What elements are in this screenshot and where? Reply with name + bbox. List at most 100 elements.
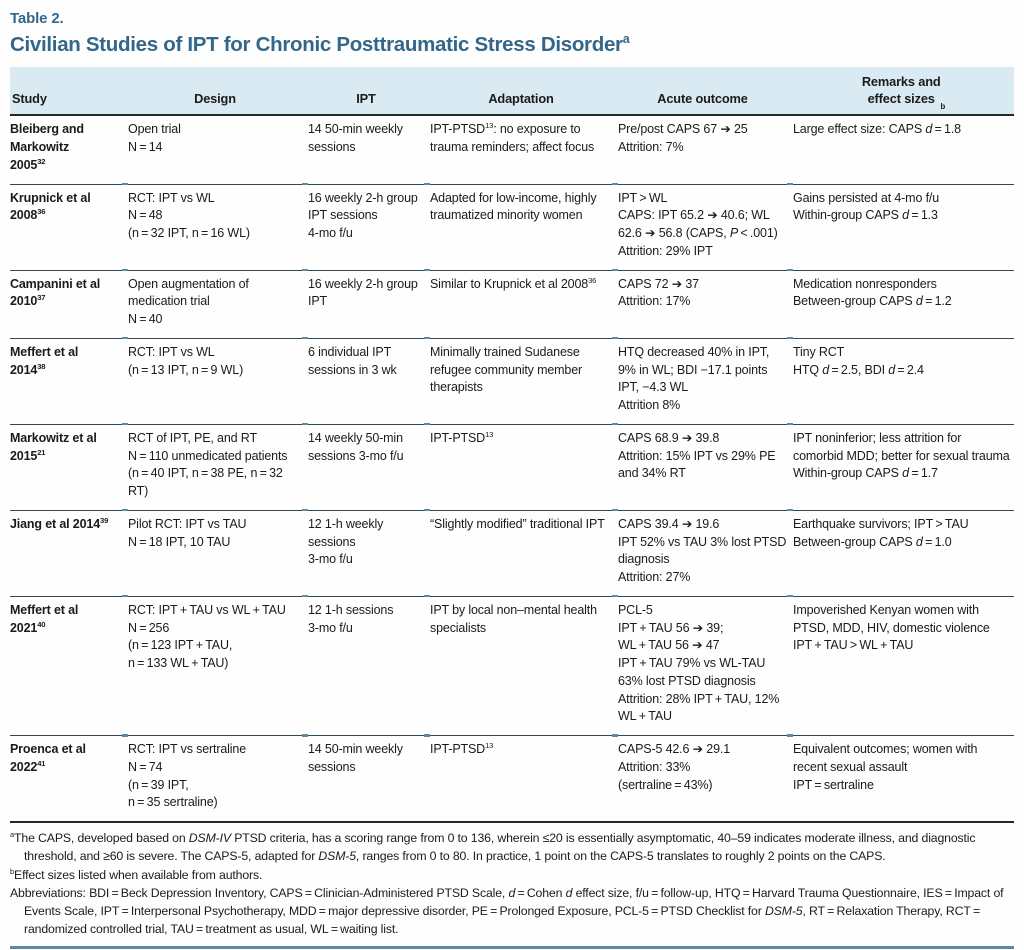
cell-line: RCT of IPT, PE, and RT — [128, 430, 257, 445]
cell-line: (n = 32 IPT, n = 16 WL) — [128, 226, 250, 240]
cell-line: Open trial — [128, 122, 181, 137]
cell-line: Attrition: 29% IPT — [618, 243, 713, 258]
cell-line: Open augmentation of medication trial — [128, 276, 249, 309]
cell-line: 3-mo f/u — [308, 552, 353, 567]
cell-line: Equivalent outcomes; women with recent s… — [793, 742, 978, 774]
ipt-cell: 14 weekly 50-min sessions 3-mo f/u — [302, 422, 424, 510]
study-cell: Bleiberg and Markowitz 200532 — [10, 116, 122, 183]
cell-line: IPT + TAU 79% vs WL-TAU 63% lost PTSD di… — [618, 656, 766, 688]
bottom-rule — [10, 945, 1014, 950]
cell-line: Proenca et al — [10, 742, 86, 756]
acute-outcome-cell: HTQ decreased 40% in IPT, 9% in WL; BDI … — [612, 336, 787, 424]
study-cell: Meffert et al 201438 — [10, 339, 122, 424]
footnotes: aThe CAPS, developed based on DSM-IV PTS… — [10, 830, 1014, 939]
cell-line: 14 50-min weekly sessions — [308, 122, 403, 154]
remarks-cell: Tiny RCT HTQ d = 2.5, BDI d = 2.4 — [787, 336, 1014, 424]
cell-line: HTQ decreased 40% in IPT, 9% in WL; BDI … — [618, 344, 770, 395]
cell-line: CAPS 39.4 ➔ 19.6 — [618, 516, 720, 531]
cell-line: Markowitz — [10, 140, 70, 154]
cell-line: IPT by local non–mental health specialis… — [430, 602, 597, 635]
adaptation-cell: IPT-PTSD13 — [424, 422, 612, 510]
acute-outcome-cell: PCL-5 IPT + TAU 56 ➔ 39; WL + TAU 56 ➔ 47 I… — [612, 594, 787, 735]
acute-outcome-cell: IPT > WL CAPS: IPT 65.2 ➔ 40.6; WL 62.6 ➔… — [612, 182, 787, 270]
study-cell: Meffert et al 202140 — [10, 597, 122, 735]
cell-line: IPT = sertraline — [793, 777, 874, 792]
table-row: Proenca et al 202241 RCT: IPT vs sertrali… — [10, 734, 1014, 821]
cell-line: Attrition 8% — [618, 398, 681, 412]
table-label: Table 2. — [10, 10, 64, 27]
cell-line: N = 74 — [128, 759, 163, 774]
cell-line: Meffert et al — [10, 602, 79, 617]
cell-line: 12 1-h weekly sessions — [308, 516, 384, 549]
cell-line: (n = 123 IPT + TAU, — [128, 638, 233, 653]
design-cell: Open augmentation of medication trial N =… — [122, 268, 302, 338]
cell-line: 16 weekly 2-h group IPT — [308, 276, 418, 309]
cell-line: Earthquake survivors; IPT > TAU — [793, 516, 969, 531]
acute-outcome-cell: CAPS 72 ➔ 37 Attrition: 17% — [612, 268, 787, 338]
cell-line: 16 weekly 2-h group IPT sessions — [308, 190, 418, 223]
cell-line: IPT > WL — [618, 190, 668, 205]
adaptation-cell: Similar to Krupnick et al 200836 — [424, 268, 612, 338]
cell-line: Pre/post CAPS 67 ➔ 25 — [618, 122, 748, 137]
footnote-b: bEffect sizes listed when available from… — [10, 866, 263, 882]
cell-line: 14 50-min weekly sessions — [308, 742, 403, 774]
cell-line: 201438 — [10, 361, 46, 377]
adaptation-cell: Minimally trained Sudanese refugee commu… — [424, 336, 612, 424]
column-header-study: Study — [12, 90, 47, 106]
acute-outcome-cell: CAPS-5 42.6 ➔ 29.1 Attrition: 33% (sertral… — [612, 734, 787, 821]
cell-line: Within-group CAPS d = 1.3 — [793, 208, 938, 223]
design-cell: Pilot RCT: IPT vs TAU N = 18 IPT, 10 TAU — [122, 508, 302, 596]
cell-line: 201521 — [10, 447, 46, 463]
ipt-cell: 16 weekly 2-h group IPT — [302, 268, 424, 338]
cell-line: Tiny RCT — [793, 344, 845, 359]
remarks-cell: Earthquake survivors; IPT > TAU Between-g… — [787, 508, 1014, 596]
cell-line: IPT + TAU > WL + TAU — [793, 638, 914, 653]
column-header-remarks: Remarks and effect sizes b — [861, 74, 946, 112]
cell-line: 200532 — [10, 156, 46, 172]
cell-line: Attrition: 7% — [618, 140, 684, 154]
cell-line: 202140 — [10, 619, 46, 635]
table-row: Bleiberg and Markowitz 200532 Open trial N … — [10, 116, 1014, 183]
study-cell: Krupnick et al 200836 — [10, 185, 122, 270]
cell-line: N = 110 unmedicated patients — [128, 448, 288, 463]
cell-line: Markowitz et al — [10, 430, 97, 445]
adaptation-cell: IPT-PTSD13: no exposure to trauma remind… — [430, 116, 612, 183]
study-cell: Jiang et al 201439 — [10, 511, 122, 596]
cell-line: (sertraline = 43%) — [618, 777, 713, 792]
cell-line: N = 40 — [128, 312, 163, 326]
remarks-cell: Large effect size: CAPS d = 1.8 — [793, 116, 1014, 183]
design-cell: RCT: IPT vs sertraline N = 74 (n = 39 IPT,… — [122, 734, 302, 821]
column-header-ipt: IPT — [356, 90, 376, 106]
cell-line: Pilot RCT: IPT vs TAU — [128, 516, 247, 531]
acute-outcome-cell: Pre/post CAPS 67 ➔ 25 Attrition: 7% — [618, 116, 787, 183]
abbreviations: Abbreviations: BDI = Beck Depression Inv… — [10, 886, 1004, 937]
cell-line: Minimally trained Sudanese refugee commu… — [430, 344, 583, 395]
acute-outcome-cell: CAPS 68.9 ➔ 39.8 Attrition: 15% IPT vs 29… — [612, 422, 787, 510]
cell-line: 201037 — [10, 293, 46, 309]
cell-line: RCT: IPT vs sertraline — [128, 742, 247, 756]
cell-line: (n = 39 IPT, — [128, 777, 189, 792]
cell-line: 12 1-h sessions — [308, 602, 394, 617]
cell-line: CAPS 68.9 ➔ 39.8 — [618, 430, 720, 445]
cell-line: Bleiberg and — [10, 122, 84, 137]
cell-line: Between-group CAPS d = 1.0 — [793, 534, 952, 549]
study-cell: Campanini et al 201037 — [10, 271, 122, 338]
adaptation-cell: Adapted for low-income, highly traumatiz… — [424, 182, 612, 270]
column-header-acute-outcome: Acute outcome — [657, 90, 748, 106]
cell-line: Within-group CAPS d = 1.7 — [793, 466, 938, 481]
design-cell: RCT: IPT vs WL (n = 13 IPT, n = 9 WL) — [122, 336, 302, 424]
cell-line: 6 individual IPT sessions in 3 wk — [308, 344, 397, 377]
column-header-design: Design — [194, 90, 236, 106]
remarks-cell: IPT noninferior; less attrition for como… — [787, 422, 1014, 510]
cell-line: Attrition: 27% — [618, 570, 691, 584]
cell-line: IPT noninferior; less attrition for como… — [793, 430, 1010, 463]
cell-line: Attrition: 15% IPT vs 29% PE and 34% RT — [618, 448, 776, 481]
cell-line: Large effect size: CAPS d = 1.8 — [793, 122, 961, 137]
remarks-cell: Impoverished Kenyan women with PTSD, MDD… — [787, 594, 1014, 735]
adaptation-cell: IPT by local non–mental health specialis… — [424, 594, 612, 735]
cell-line: HTQ d = 2.5, BDI d = 2.4 — [793, 362, 924, 377]
design-cell: RCT: IPT + TAU vs WL + TAU N = 256 (n = 12… — [122, 594, 302, 735]
cell-line: N = 18 IPT, 10 TAU — [128, 534, 231, 549]
ipt-cell: 14 50-min weekly sessions — [308, 116, 424, 183]
design-cell: RCT of IPT, PE, and RT N = 110 unmedicate… — [122, 422, 302, 510]
